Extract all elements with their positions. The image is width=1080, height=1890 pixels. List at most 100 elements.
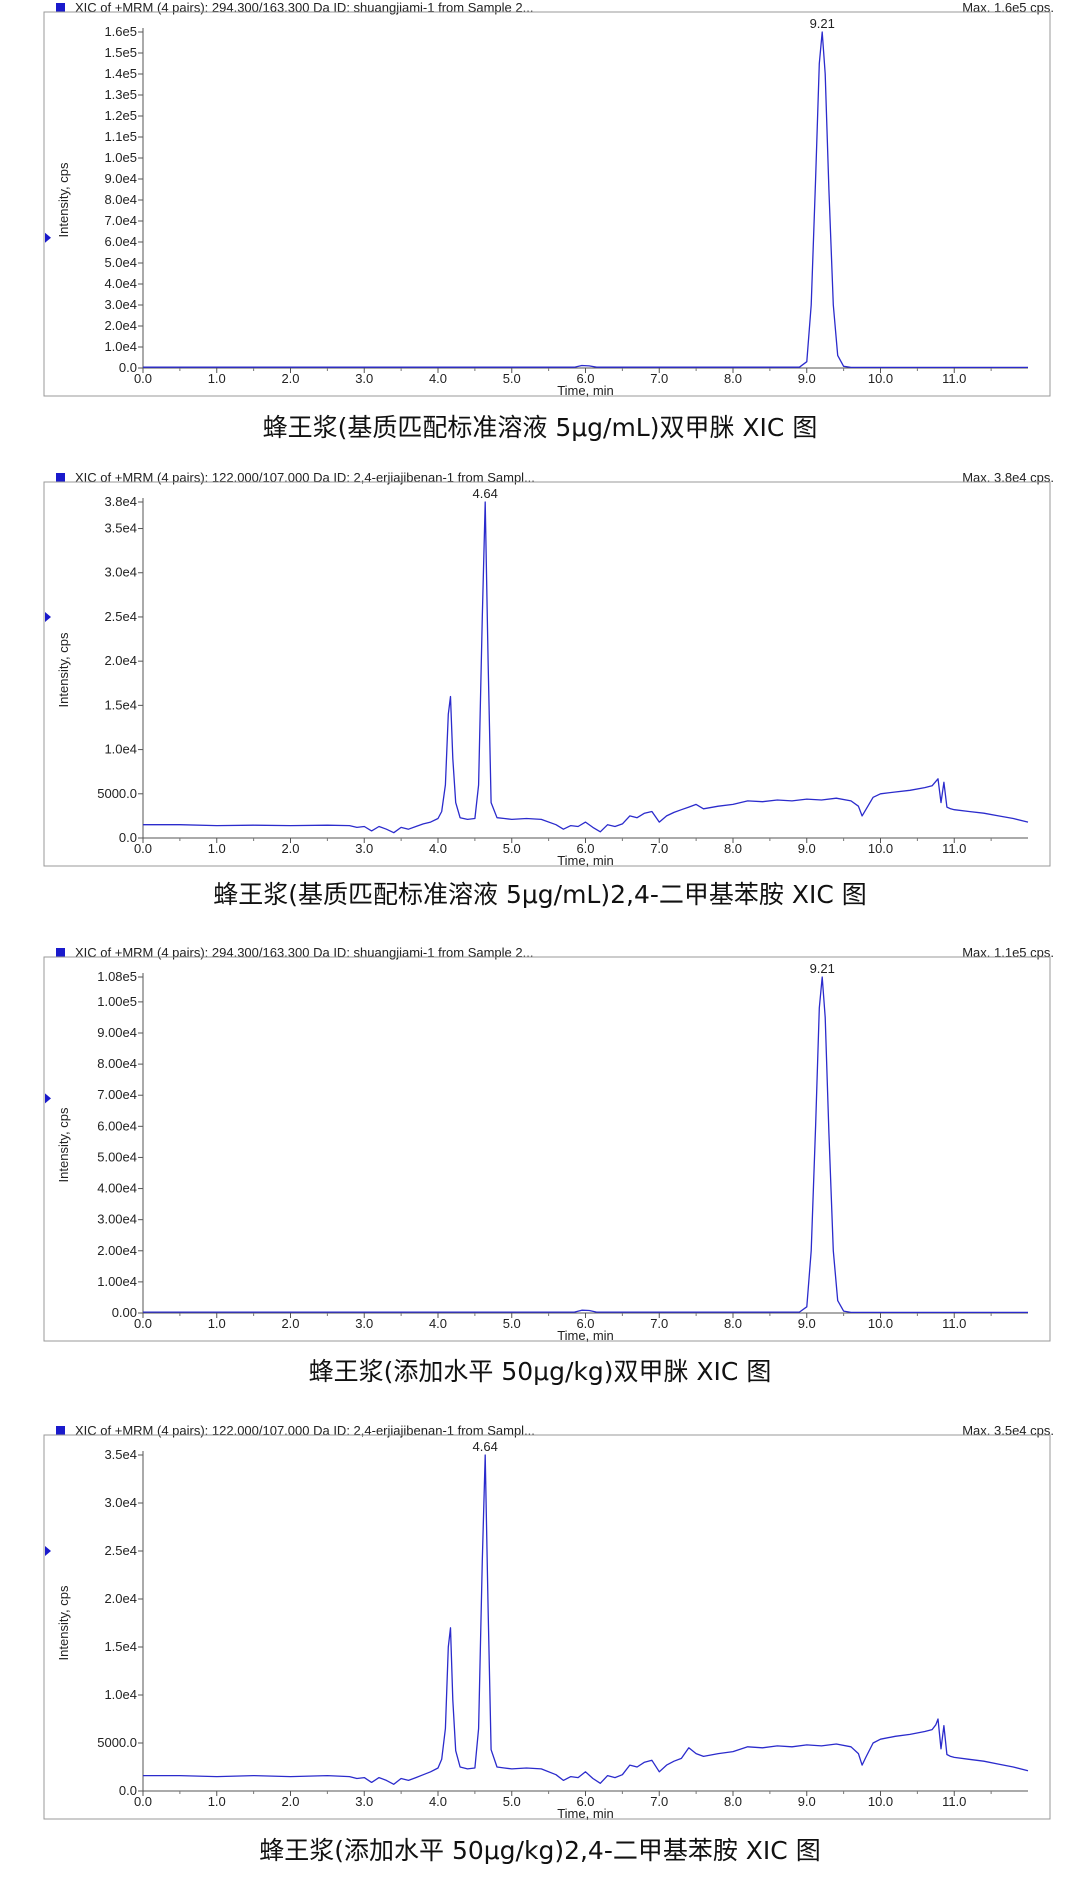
series-line — [143, 976, 1028, 1314]
y-tick-label: 3.0e4 — [104, 297, 137, 312]
x-tick-label: 1.0 — [208, 1794, 226, 1809]
chart-header-max: Max. 1.1e5 cps. — [962, 945, 1054, 960]
y-tick-label: 2.00e4 — [97, 1243, 137, 1258]
x-tick-label: 8.0 — [724, 841, 742, 856]
chart-header-text: XIC of +MRM (4 pairs): 294.300/163.300 D… — [75, 945, 534, 960]
x-axis-label: Time, min — [557, 1806, 614, 1821]
x-tick-label: 5.0 — [503, 1794, 521, 1809]
x-tick-label: 6.0 — [576, 1794, 594, 1809]
chart-panel-2: XIC of +MRM (4 pairs): 122.000/107.000 D… — [0, 470, 1080, 909]
chart-header-left: XIC of +MRM (4 pairs): 122.000/107.000 D… — [56, 470, 535, 485]
series-line — [143, 1454, 1029, 1785]
x-tick-label: 4.0 — [429, 371, 447, 386]
x-tick-label: 0.0 — [134, 1794, 152, 1809]
y-tick-label: 8.0e4 — [104, 192, 137, 207]
chart-caption: 蜂王浆(基质匹配标准溶液 5μg/mL)2,4-二甲基苯胺 XIC 图 — [213, 880, 867, 909]
series-color-square-icon — [56, 1426, 65, 1435]
peak-label: 4.64 — [473, 1439, 498, 1454]
y-tick-label: 0.0 — [119, 1783, 137, 1798]
y-tick-label: 1.0e4 — [104, 339, 137, 354]
y-tick-label: 3.00e4 — [97, 1212, 137, 1227]
y-tick-label: 2.0e4 — [104, 653, 137, 668]
y-tick-label: 3.5e4 — [104, 521, 137, 536]
x-tick-label: 3.0 — [355, 1794, 373, 1809]
peak-label: 9.21 — [810, 16, 835, 31]
x-tick-label: 4.0 — [429, 1794, 447, 1809]
y-tick-label: 3.0e4 — [104, 1495, 137, 1510]
y-tick-label: 3.8e4 — [104, 494, 137, 509]
x-tick-label: 10.0 — [868, 1794, 893, 1809]
series-line — [143, 501, 1029, 834]
x-tick-label: 8.0 — [724, 371, 742, 386]
x-tick-label: 4.0 — [429, 1316, 447, 1331]
x-tick-label: 3.0 — [355, 1316, 373, 1331]
series-color-square-icon — [56, 948, 65, 957]
chart-header-text: XIC of +MRM (4 pairs): 294.300/163.300 D… — [75, 0, 534, 15]
y-tick-label: 1.00e5 — [97, 994, 137, 1009]
x-tick-label: 2.0 — [281, 841, 299, 856]
y-tick-label: 2.5e4 — [104, 1543, 137, 1558]
chart-caption: 蜂王浆(添加水平 50μg/kg)双甲脒 XIC 图 — [308, 1357, 772, 1386]
y-tick-label: 2.5e4 — [104, 609, 137, 624]
y-tick-label: 2.0e4 — [104, 318, 137, 333]
peak-label: 9.21 — [810, 961, 835, 976]
y-axis-label: Intensity, cps — [56, 1585, 71, 1660]
series-color-square-icon — [56, 3, 65, 12]
x-tick-label: 7.0 — [650, 371, 668, 386]
x-tick-label: 3.0 — [355, 371, 373, 386]
y-tick-label: 1.4e5 — [104, 66, 137, 81]
x-tick-label: 9.0 — [798, 841, 816, 856]
chart-2-svg: 0.0 5000.0 1.0e4 1.5e4 2.0e4 2.5e4 3.0e4 3.5e4 3… — [43, 481, 1051, 868]
x-tick-label: 7.0 — [650, 1794, 668, 1809]
y-axis-label: Intensity, cps — [56, 632, 71, 707]
chart-frame — [43, 1434, 1051, 1820]
y-tick-label: 1.0e5 — [104, 150, 137, 165]
y-tick-label: 0.0 — [119, 360, 137, 375]
series-line — [143, 31, 1028, 369]
y-axis-label: Intensity, cps — [56, 1107, 71, 1182]
y-tick-label: 4.0e4 — [104, 276, 137, 291]
y-tick-label: 5.00e4 — [97, 1149, 137, 1164]
x-tick-label: 5.0 — [503, 371, 521, 386]
series-color-square-icon — [56, 473, 65, 482]
chart-header-left: XIC of +MRM (4 pairs): 294.300/163.300 D… — [56, 0, 533, 15]
chart-frame — [43, 11, 1051, 397]
y-tick-label: 1.5e4 — [104, 1639, 137, 1654]
y-marker-icon — [45, 1546, 51, 1556]
y-tick-label: 1.5e5 — [104, 45, 137, 60]
x-tick-label: 10.0 — [868, 1316, 893, 1331]
y-axis-label: Intensity, cps — [56, 162, 71, 237]
x-tick-label: 5.0 — [503, 1316, 521, 1331]
y-tick-label: 1.08e5 — [97, 969, 137, 984]
x-tick-label: 10.0 — [868, 371, 893, 386]
y-tick-label: 1.6e5 — [104, 24, 137, 39]
x-tick-label: 11.0 — [942, 1316, 966, 1331]
chart-1-svg: 0.0 1.0e4 2.0e4 3.0e4 4.0e4 5.0e4 6.0e4 7.0e4 8.… — [43, 11, 1051, 398]
y-tick-label: 0.00 — [112, 1305, 137, 1320]
y-tick-label: 9.00e4 — [97, 1025, 137, 1040]
y-tick-label: 5000.0 — [97, 1735, 137, 1750]
x-tick-label: 2.0 — [281, 1316, 299, 1331]
x-tick-label: 10.0 — [868, 841, 893, 856]
x-tick-label: 9.0 — [798, 371, 816, 386]
x-tick-label: 6.0 — [576, 371, 594, 386]
chart-header-text: XIC of +MRM (4 pairs): 122.000/107.000 D… — [75, 1423, 535, 1438]
chart-frame — [43, 481, 1051, 867]
y-tick-label: 0.0 — [119, 830, 137, 845]
x-tick-label: 1.0 — [208, 371, 226, 386]
x-tick-label: 6.0 — [576, 841, 594, 856]
y-tick-label: 6.0e4 — [104, 234, 137, 249]
y-tick-label: 3.5e4 — [104, 1447, 137, 1462]
x-tick-label: 5.0 — [503, 841, 521, 856]
y-tick-label: 1.00e4 — [97, 1274, 137, 1289]
chart-4-svg: 0.0 5000.0 1.0e4 1.5e4 2.0e4 2.5e4 3.0e4 3.5e4 0… — [43, 1434, 1051, 1821]
x-tick-label: 11.0 — [942, 841, 966, 856]
chart-panel-4: XIC of +MRM (4 pairs): 122.000/107.000 D… — [0, 1423, 1080, 1865]
x-tick-label: 3.0 — [355, 841, 373, 856]
y-tick-label: 9.0e4 — [104, 171, 137, 186]
chart-header-max: Max. 3.8e4 cps. — [962, 470, 1054, 485]
x-tick-label: 0.0 — [134, 1316, 152, 1331]
chart-header-max: Max. 1.6e5 cps. — [962, 0, 1054, 15]
x-tick-label: 0.0 — [134, 371, 152, 386]
y-tick-label: 6.00e4 — [97, 1118, 137, 1133]
